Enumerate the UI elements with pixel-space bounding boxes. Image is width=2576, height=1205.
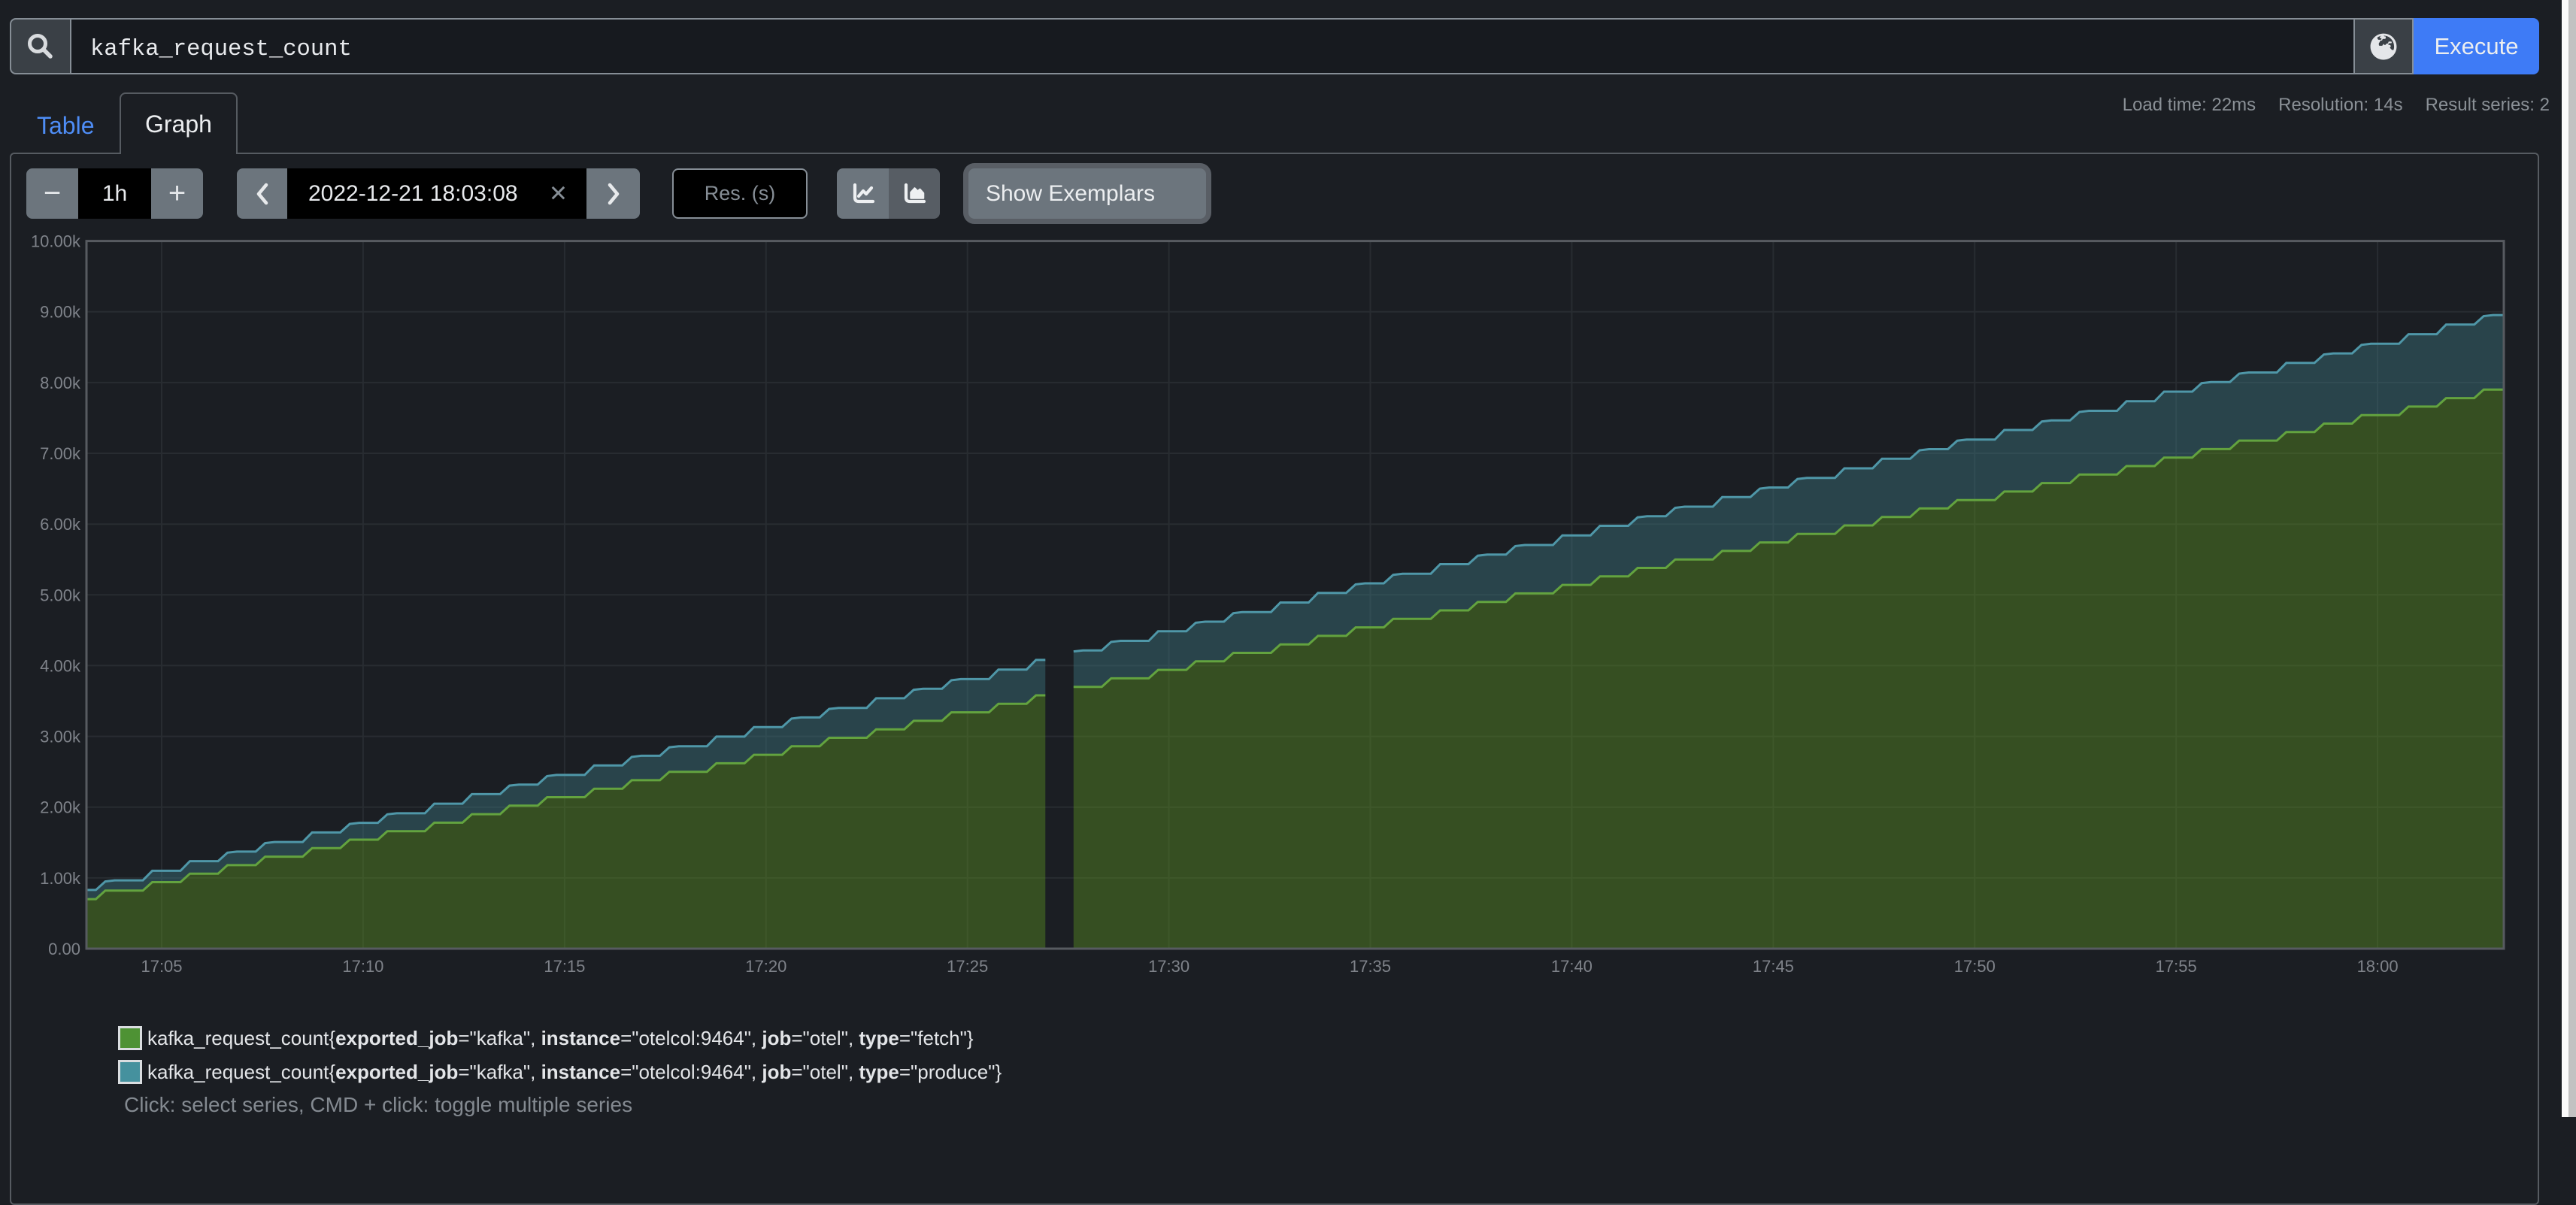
svg-text:5.00k: 5.00k xyxy=(40,586,81,604)
svg-text:2.00k: 2.00k xyxy=(40,798,81,817)
svg-text:17:25: 17:25 xyxy=(947,957,988,976)
svg-text:8.00k: 8.00k xyxy=(40,374,81,392)
svg-text:4.00k: 4.00k xyxy=(40,656,81,675)
svg-text:17:55: 17:55 xyxy=(2156,957,2197,976)
svg-text:17:40: 17:40 xyxy=(1551,957,1593,976)
svg-text:17:30: 17:30 xyxy=(1148,957,1190,976)
svg-text:17:45: 17:45 xyxy=(1753,957,1794,976)
svg-text:17:10: 17:10 xyxy=(342,957,383,976)
svg-text:9.00k: 9.00k xyxy=(40,303,81,322)
svg-text:17:50: 17:50 xyxy=(1954,957,1996,976)
svg-text:6.00k: 6.00k xyxy=(40,515,81,534)
svg-text:17:15: 17:15 xyxy=(544,957,585,976)
svg-text:17:35: 17:35 xyxy=(1350,957,1391,976)
svg-text:3.00k: 3.00k xyxy=(40,728,81,746)
svg-text:17:05: 17:05 xyxy=(141,957,182,976)
svg-text:1.00k: 1.00k xyxy=(40,869,81,888)
svg-text:10.00k: 10.00k xyxy=(31,232,81,251)
svg-text:17:20: 17:20 xyxy=(745,957,786,976)
svg-text:0.00: 0.00 xyxy=(48,940,80,958)
svg-text:18:00: 18:00 xyxy=(2357,957,2399,976)
svg-text:7.00k: 7.00k xyxy=(40,444,81,463)
